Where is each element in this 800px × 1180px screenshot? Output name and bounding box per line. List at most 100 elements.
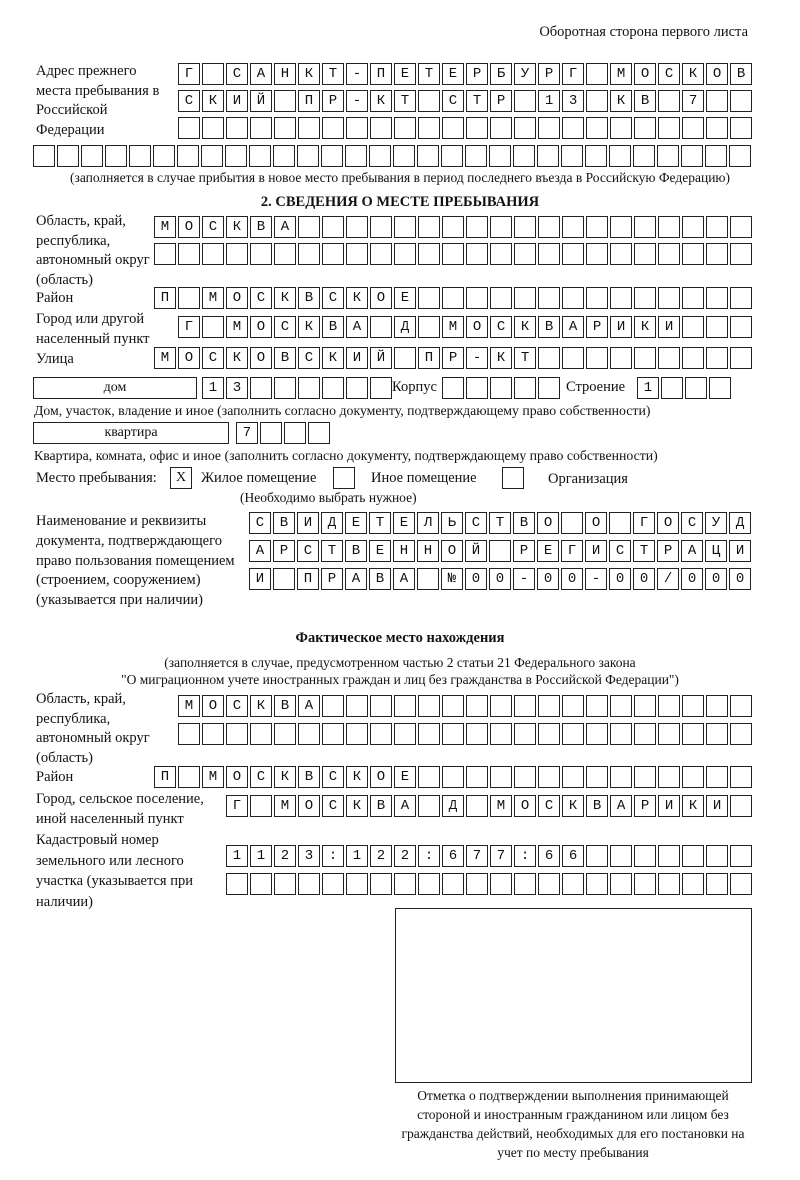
char-cell[interactable] (394, 695, 416, 717)
char-cell[interactable] (514, 347, 536, 369)
char-cell[interactable] (322, 795, 344, 817)
char-cell[interactable] (418, 845, 440, 867)
char-cell[interactable] (308, 422, 330, 444)
char-cell[interactable] (370, 287, 392, 309)
char-cell[interactable] (514, 723, 536, 745)
char-cells[interactable] (154, 766, 754, 788)
char-cell[interactable] (178, 216, 200, 238)
char-cell[interactable] (249, 540, 271, 562)
char-cell[interactable] (202, 63, 224, 85)
char-cell[interactable] (394, 243, 416, 265)
char-cell[interactable] (634, 216, 656, 238)
char-cell[interactable] (346, 216, 368, 238)
char-cell[interactable] (442, 766, 464, 788)
char-cell[interactable] (729, 145, 751, 167)
char-cell[interactable] (561, 568, 583, 590)
char-cell[interactable] (466, 795, 488, 817)
char-cell[interactable] (370, 117, 392, 139)
char-cell[interactable] (441, 145, 463, 167)
char-cell[interactable] (466, 63, 488, 85)
char-cell[interactable] (681, 512, 703, 534)
char-cell[interactable] (634, 723, 656, 745)
char-cell[interactable] (634, 117, 656, 139)
char-cell[interactable] (513, 540, 535, 562)
char-cell[interactable] (633, 568, 655, 590)
char-cell[interactable] (586, 347, 608, 369)
char-cell[interactable] (658, 216, 680, 238)
char-cell[interactable] (466, 243, 488, 265)
char-cell[interactable] (442, 695, 464, 717)
char-cell[interactable] (658, 63, 680, 85)
char-cell[interactable] (274, 873, 296, 895)
char-cell[interactable] (562, 316, 584, 338)
char-cell[interactable] (489, 540, 511, 562)
char-cell[interactable] (561, 145, 583, 167)
char-cell[interactable] (562, 347, 584, 369)
char-cell[interactable] (226, 377, 248, 399)
char-cell[interactable] (250, 90, 272, 112)
char-cells[interactable] (236, 422, 332, 444)
char-cell[interactable] (298, 845, 320, 867)
char-cell[interactable] (705, 540, 727, 562)
char-cell[interactable] (417, 540, 439, 562)
char-cell[interactable] (226, 347, 248, 369)
char-cell[interactable] (490, 287, 512, 309)
char-cell[interactable] (418, 117, 440, 139)
char-cell[interactable] (394, 766, 416, 788)
char-cell[interactable] (730, 723, 752, 745)
char-cell[interactable] (250, 63, 272, 85)
char-cell[interactable] (682, 695, 704, 717)
char-cell[interactable] (513, 145, 535, 167)
char-cell[interactable] (442, 90, 464, 112)
char-cell[interactable] (490, 377, 512, 399)
char-cell[interactable] (393, 568, 415, 590)
char-cell[interactable] (346, 766, 368, 788)
char-cell[interactable] (634, 873, 656, 895)
char-cell[interactable] (346, 873, 368, 895)
char-cell[interactable] (346, 795, 368, 817)
char-cell[interactable] (490, 723, 512, 745)
char-cell[interactable] (538, 243, 560, 265)
char-cell[interactable] (637, 377, 659, 399)
char-cell[interactable] (418, 243, 440, 265)
char-cell[interactable] (466, 377, 488, 399)
char-cell[interactable] (250, 243, 272, 265)
char-cell[interactable] (81, 145, 103, 167)
char-cell[interactable] (682, 216, 704, 238)
char-cell[interactable] (658, 287, 680, 309)
char-cell[interactable] (466, 766, 488, 788)
char-cell[interactable] (226, 723, 248, 745)
char-cell[interactable] (226, 795, 248, 817)
char-cell[interactable] (706, 347, 728, 369)
char-cell[interactable] (514, 243, 536, 265)
option-other-checkbox[interactable] (333, 467, 355, 489)
char-cell[interactable] (178, 766, 200, 788)
char-cell[interactable] (658, 117, 680, 139)
char-cell[interactable] (249, 145, 271, 167)
char-cell[interactable] (586, 845, 608, 867)
char-cell[interactable] (202, 287, 224, 309)
char-cell[interactable] (730, 873, 752, 895)
char-cell[interactable] (658, 873, 680, 895)
char-cell[interactable] (489, 512, 511, 534)
char-cell[interactable] (514, 873, 536, 895)
char-cell[interactable] (369, 145, 391, 167)
char-cell[interactable] (610, 117, 632, 139)
char-cell[interactable] (346, 347, 368, 369)
char-cell[interactable] (538, 723, 560, 745)
char-cell[interactable] (417, 512, 439, 534)
char-cell[interactable] (730, 845, 752, 867)
char-cell[interactable] (370, 873, 392, 895)
char-cell[interactable] (729, 568, 751, 590)
char-cell[interactable] (177, 145, 199, 167)
char-cell[interactable] (562, 695, 584, 717)
char-cell[interactable] (274, 316, 296, 338)
char-cell[interactable] (490, 695, 512, 717)
char-cell[interactable] (442, 216, 464, 238)
char-cell[interactable] (538, 316, 560, 338)
char-cell[interactable] (418, 347, 440, 369)
char-cell[interactable] (346, 845, 368, 867)
char-cell[interactable] (273, 145, 295, 167)
char-cell[interactable] (634, 845, 656, 867)
char-cell[interactable] (661, 377, 683, 399)
